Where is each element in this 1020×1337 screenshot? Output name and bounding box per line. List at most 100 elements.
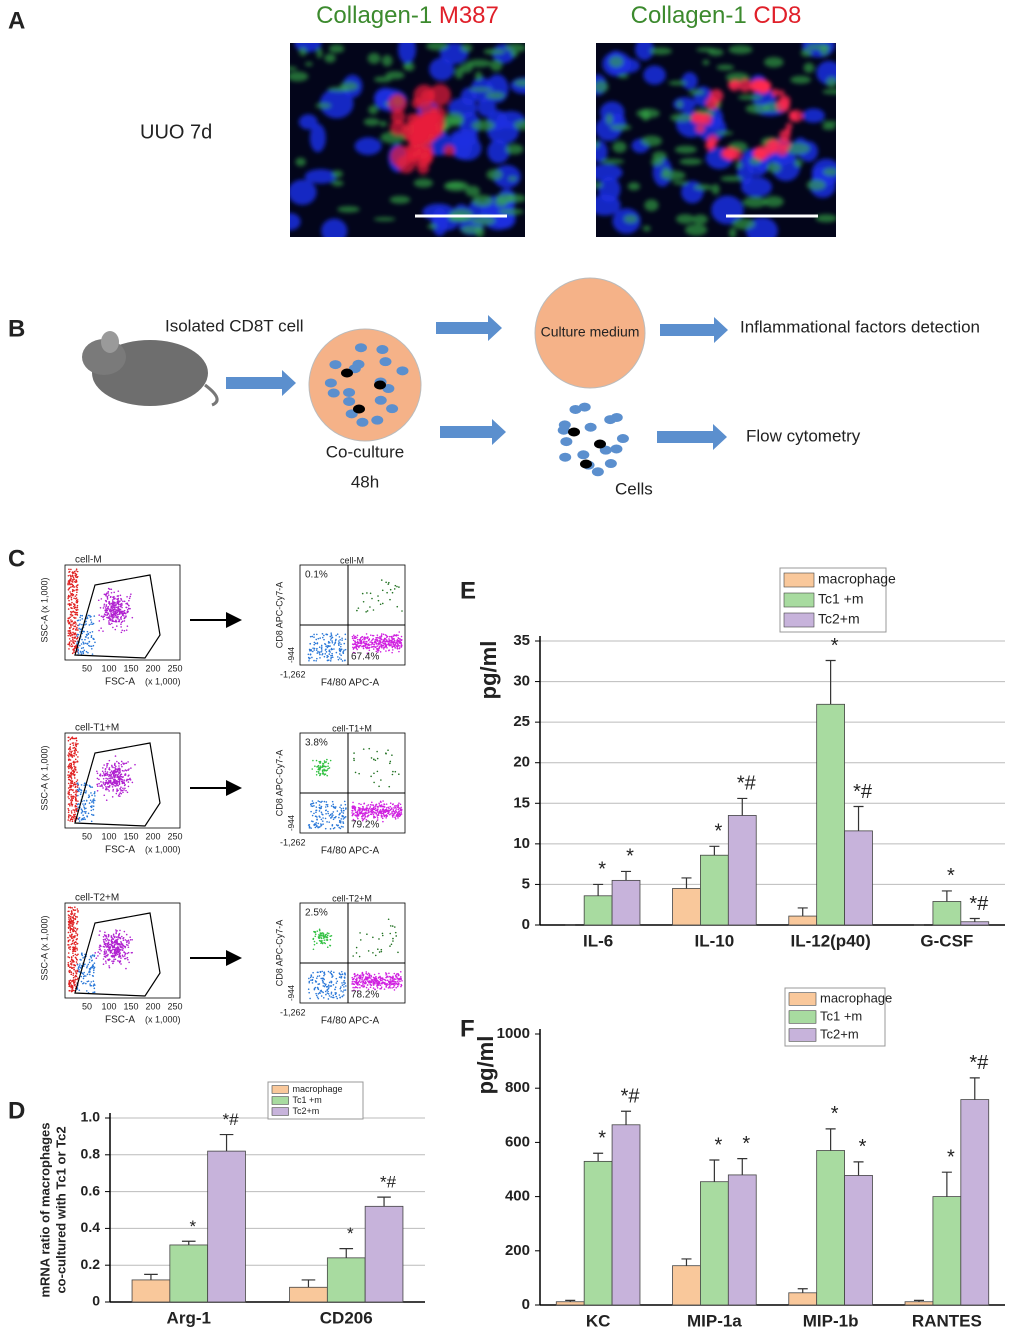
collagen: [715, 131, 734, 136]
event: [352, 982, 354, 985]
event: [70, 986, 72, 989]
collagen: [728, 45, 753, 55]
event: [365, 978, 368, 981]
event: [325, 803, 328, 806]
event: [91, 805, 93, 807]
event: [383, 803, 386, 806]
event: [72, 633, 74, 636]
stain-red: [752, 149, 763, 160]
event: [105, 799, 108, 801]
event: [131, 616, 134, 619]
event: [67, 634, 70, 637]
event: [372, 810, 375, 813]
event: [117, 795, 120, 797]
event: [397, 812, 399, 814]
cell: [352, 359, 365, 369]
event: [308, 648, 311, 651]
event: [75, 634, 78, 636]
event: [67, 771, 70, 773]
event: [76, 599, 79, 601]
event: [392, 642, 395, 645]
event: [121, 620, 124, 623]
event: [100, 615, 103, 618]
event: [320, 646, 323, 648]
collagen: [676, 100, 683, 109]
event: [353, 989, 355, 992]
event: [378, 785, 380, 788]
event: [377, 648, 379, 650]
event: [100, 949, 102, 952]
event: [72, 742, 75, 744]
tick-label: 250: [167, 1001, 182, 1011]
fsc-plot-frame: [64, 732, 181, 829]
event: [397, 637, 400, 640]
event: [74, 768, 77, 771]
event: [76, 943, 78, 945]
event: [111, 599, 114, 601]
y-tick-label: 20: [513, 754, 530, 771]
event: [356, 816, 358, 818]
collagen: [826, 76, 836, 88]
collagen: [596, 182, 604, 188]
event: [108, 779, 110, 782]
event: [116, 946, 118, 949]
event: [70, 765, 73, 768]
collagen: [471, 215, 496, 226]
event: [88, 961, 91, 964]
event: [312, 820, 314, 823]
event: [69, 935, 72, 938]
event: [94, 952, 97, 954]
event: [384, 983, 386, 985]
event: [69, 915, 72, 918]
event: [328, 653, 331, 655]
event: [72, 737, 75, 740]
event: [321, 942, 324, 945]
event: [377, 651, 379, 653]
event: [339, 806, 341, 809]
event: [103, 953, 105, 955]
event: [318, 929, 321, 932]
event: [108, 786, 111, 788]
event: [104, 607, 107, 609]
cd8-cell: [594, 439, 606, 449]
event: [72, 952, 74, 954]
event: [393, 588, 396, 590]
axis-title: SSC-A (x 1,000): [39, 915, 49, 980]
event: [385, 817, 387, 819]
event: [366, 977, 368, 979]
event: [378, 640, 381, 642]
event: [397, 982, 400, 984]
event: [352, 634, 355, 637]
event: [69, 804, 71, 807]
event: [106, 954, 109, 957]
event: [118, 769, 121, 771]
event: [87, 644, 90, 647]
event: [344, 816, 347, 818]
event: [74, 804, 77, 807]
event: [363, 812, 365, 815]
stain-red: [429, 84, 451, 106]
event: [380, 986, 383, 989]
event: [107, 762, 109, 765]
event: [324, 653, 327, 655]
event: [96, 772, 99, 775]
event: [76, 790, 79, 793]
tick-label: -1,262: [280, 837, 306, 847]
event: [74, 906, 76, 908]
micrograph-blur: [290, 43, 525, 237]
event: [93, 991, 96, 993]
axis-title: FSC-A: [105, 1015, 135, 1026]
event: [386, 591, 388, 594]
event: [314, 935, 317, 938]
event: [130, 593, 132, 595]
event: [110, 622, 113, 625]
event: [379, 641, 382, 643]
event: [338, 976, 341, 978]
event: [330, 633, 333, 636]
collagen: [803, 62, 815, 73]
event: [70, 803, 73, 806]
event: [76, 604, 79, 607]
event: [387, 987, 390, 989]
collagen: [290, 71, 309, 82]
event: [76, 642, 78, 645]
